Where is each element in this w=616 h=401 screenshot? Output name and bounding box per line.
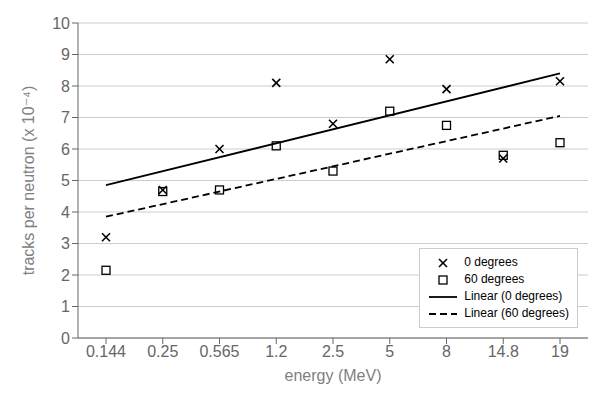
svg-text:0: 0 xyxy=(61,330,70,347)
svg-text:6: 6 xyxy=(61,141,70,158)
svg-text:5: 5 xyxy=(385,343,394,360)
svg-text:tracks per neutron (x 10⁻⁴): tracks per neutron (x 10⁻⁴) xyxy=(20,86,37,276)
svg-text:0.144: 0.144 xyxy=(86,343,126,360)
svg-text:19: 19 xyxy=(551,343,569,360)
svg-text:8: 8 xyxy=(61,78,70,95)
html-text:Linear (60 degrees): Linear (60 degrees) xyxy=(464,306,569,320)
svg-text:2.5: 2.5 xyxy=(322,343,344,360)
svg-text:1.2: 1.2 xyxy=(265,343,287,360)
svg-text:5: 5 xyxy=(61,172,70,189)
html-text:Linear (0 degrees): Linear (0 degrees) xyxy=(464,289,563,303)
svg-text:10: 10 xyxy=(52,15,70,32)
html-text:0 degrees: 0 degrees xyxy=(464,255,518,269)
svg-text:9: 9 xyxy=(61,46,70,63)
svg-text:0.565: 0.565 xyxy=(199,343,239,360)
svg-text:1: 1 xyxy=(61,298,70,315)
svg-text:energy (MeV): energy (MeV) xyxy=(285,367,382,384)
svg-text:3: 3 xyxy=(61,235,70,252)
svg-text:2: 2 xyxy=(61,267,70,284)
svg-text:14.8: 14.8 xyxy=(488,343,519,360)
svg-text:8: 8 xyxy=(442,343,451,360)
svg-text:0.25: 0.25 xyxy=(147,343,178,360)
svg-text:4: 4 xyxy=(61,204,70,221)
svg-text:7: 7 xyxy=(61,109,70,126)
html-text:60 degrees: 60 degrees xyxy=(464,272,525,286)
